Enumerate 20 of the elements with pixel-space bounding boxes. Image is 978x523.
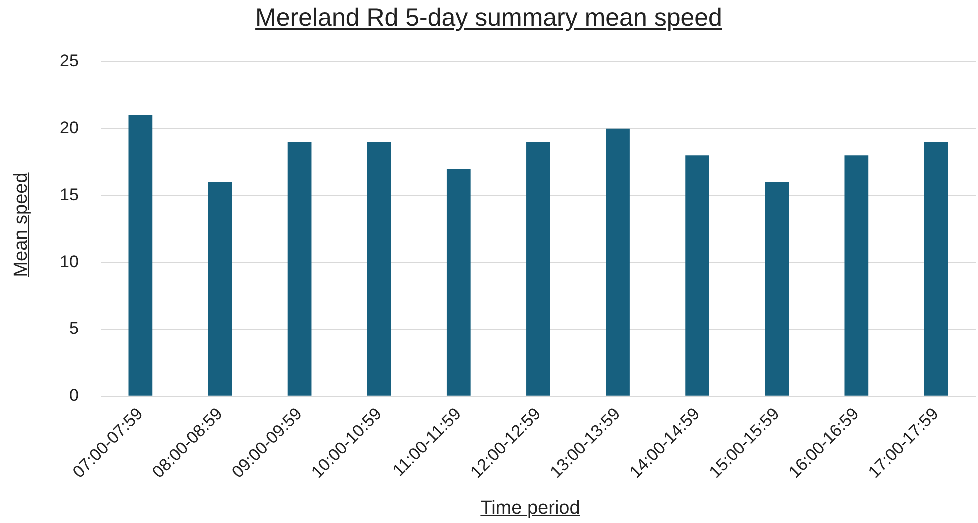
- bar: [686, 156, 710, 396]
- bar: [924, 142, 948, 396]
- bar: [367, 142, 392, 396]
- y-tick-label: 25: [60, 52, 79, 71]
- x-axis-title: Time period: [480, 498, 582, 520]
- bar: [606, 128, 630, 396]
- bar: [765, 182, 790, 396]
- bar: [844, 156, 869, 396]
- bar: [446, 169, 471, 396]
- y-tick-label: 0: [69, 386, 79, 406]
- bar: [526, 142, 550, 396]
- bar: [128, 116, 153, 396]
- chart-title: Mereland Rd 5-day summary mean speed: [254, 4, 724, 33]
- y-tick-label: 15: [60, 185, 79, 204]
- y-axis-title: Mean speed: [11, 172, 33, 278]
- bar: [208, 182, 232, 396]
- y-tick-label: 5: [69, 319, 79, 338]
- y-tick-label: 20: [60, 118, 79, 138]
- bar: [288, 142, 312, 396]
- y-tick-label: 10: [60, 252, 79, 272]
